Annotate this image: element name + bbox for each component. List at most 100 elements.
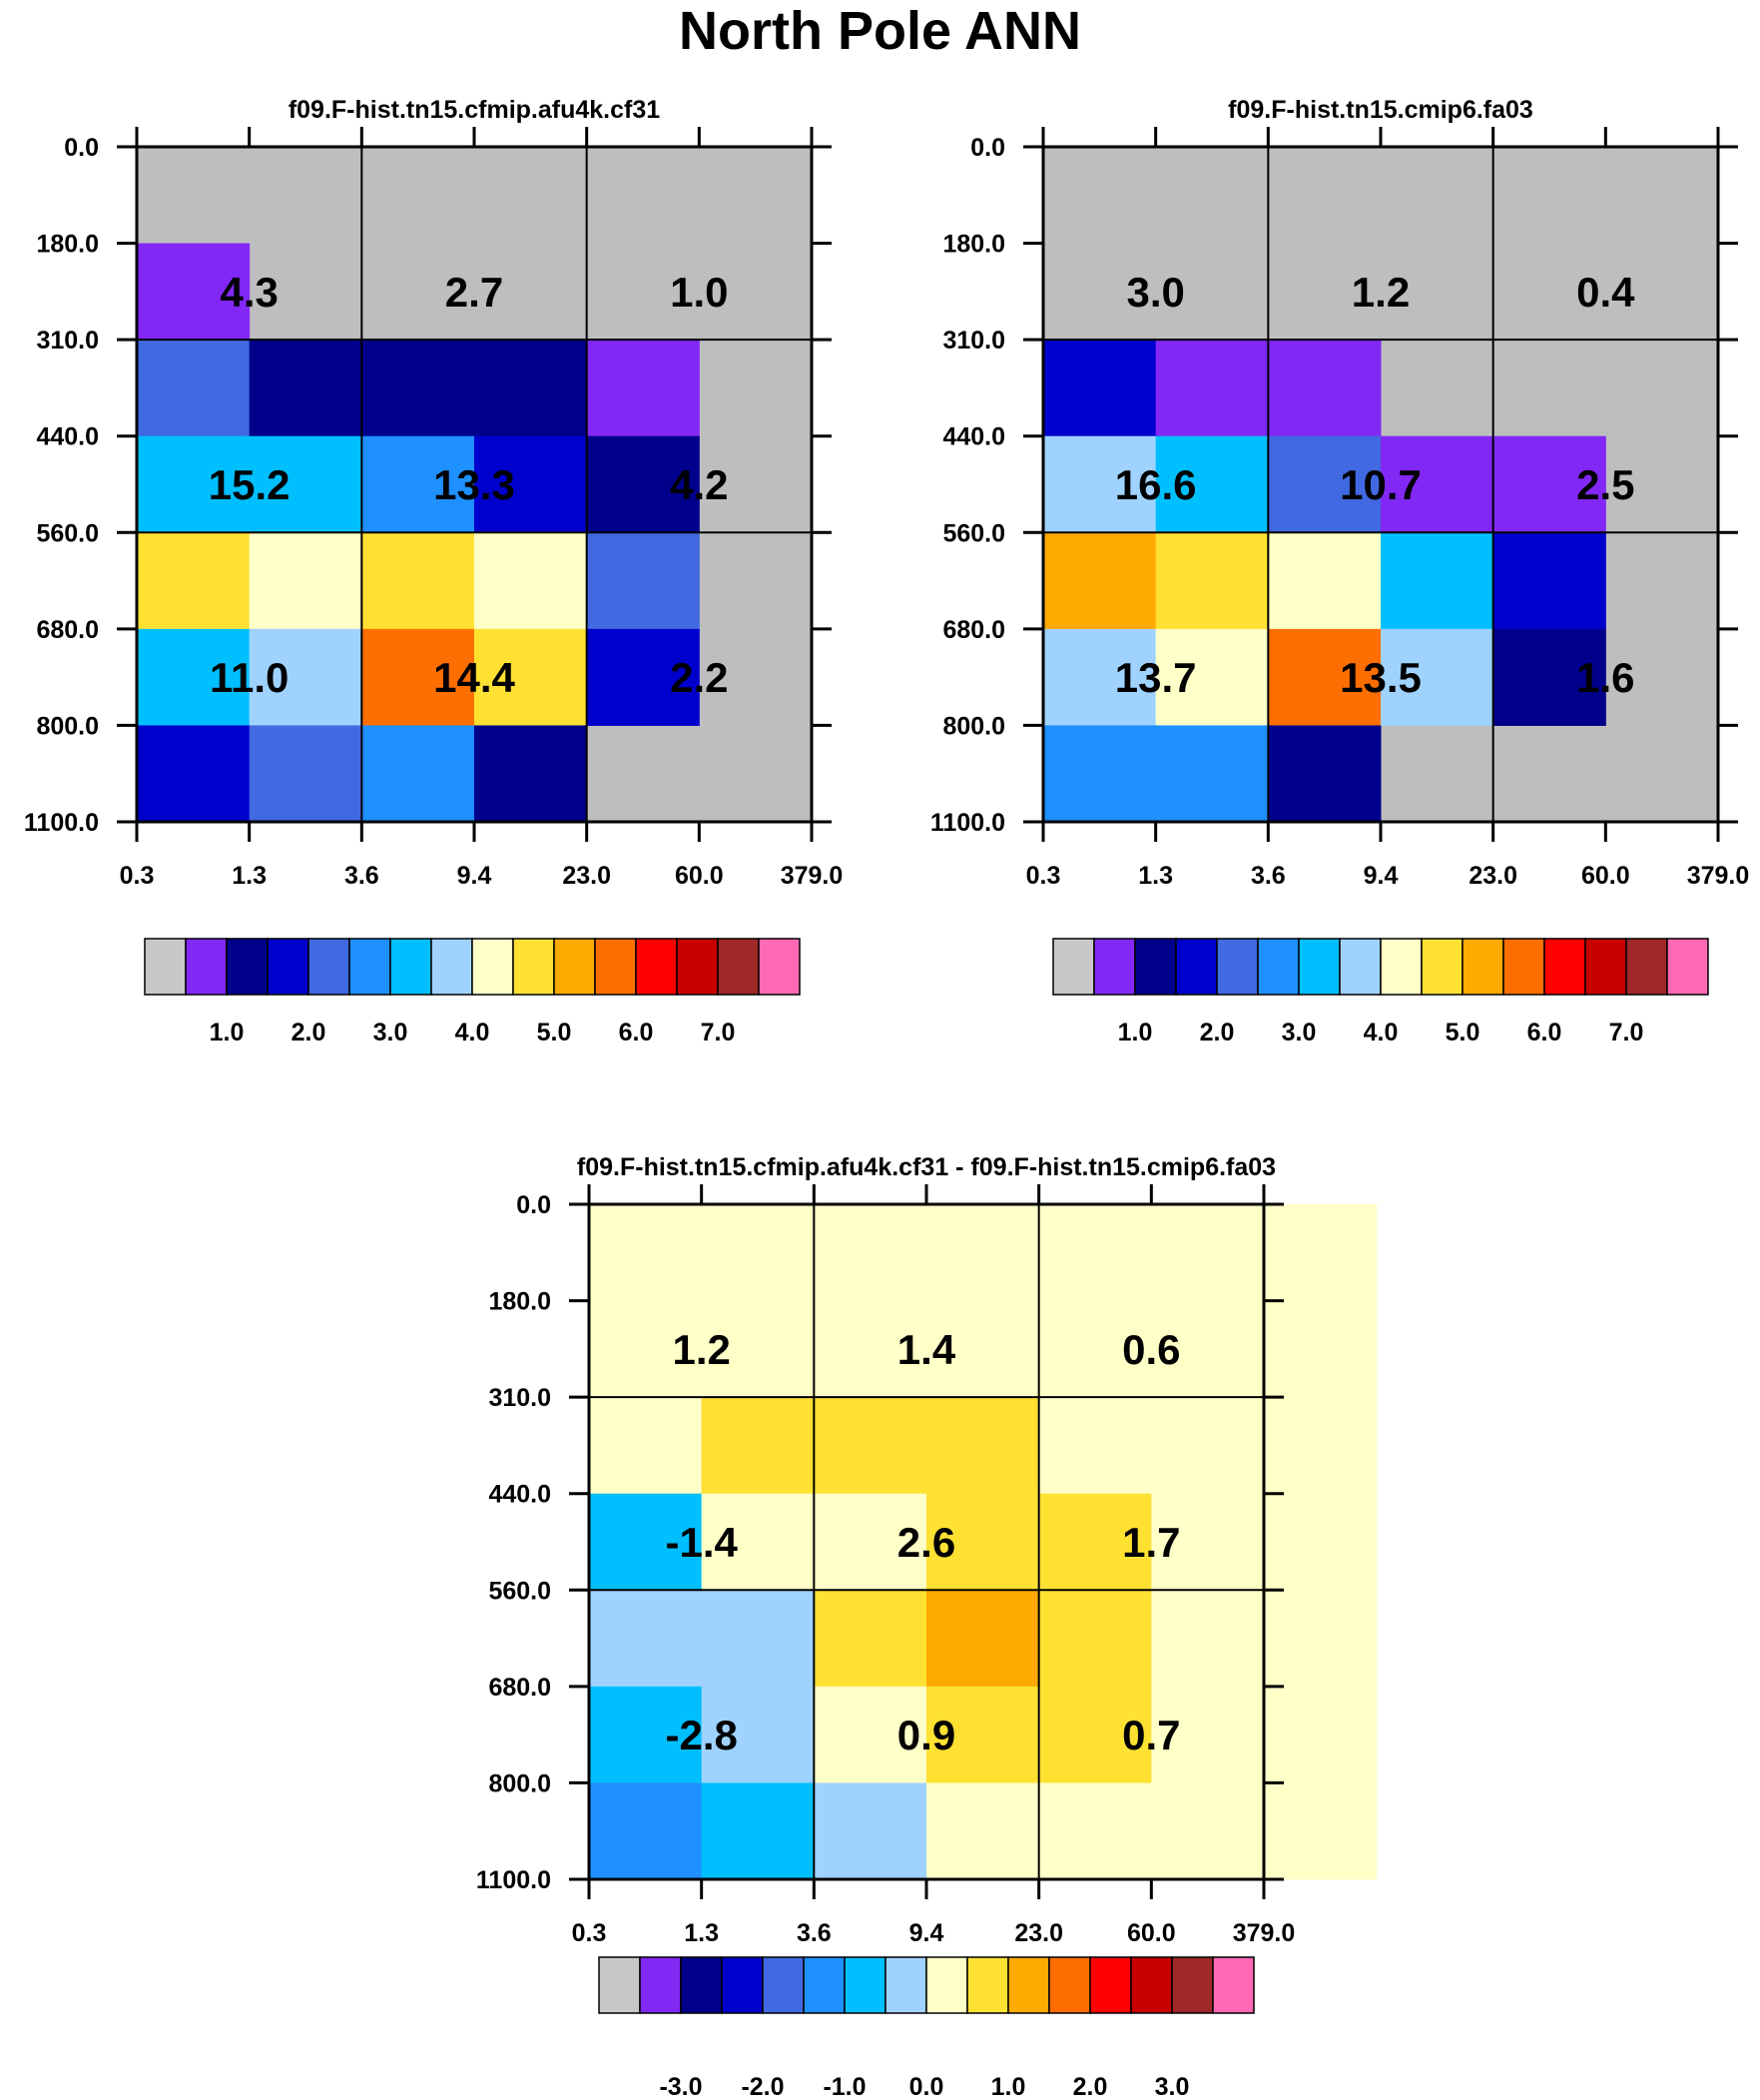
colorbar-swatch (267, 938, 309, 996)
y-tick-label: 180.0 (488, 1288, 551, 1316)
cell-value-label: 1.7 (1122, 1519, 1180, 1566)
colorbar-label: 1.0 (991, 2073, 1026, 2100)
y-tick-label: 680.0 (942, 616, 1005, 644)
x-tick-label: 1.3 (684, 1919, 719, 1947)
heatmap-cell (361, 435, 475, 533)
heatmap-cell (701, 1782, 815, 1880)
heatmap-cell (1038, 1204, 1152, 1302)
colorbar-swatch (762, 1956, 805, 2014)
panel-model-b: f09.F-hist.tn15.cmip6.fa03 0.3 1.3 3.6 9.4 23… (930, 96, 1749, 1047)
heatmap-cell (137, 628, 251, 726)
heatmap-cell (586, 532, 700, 630)
colorbar-label: 5.0 (1446, 1019, 1480, 1047)
heatmap-cell (1492, 628, 1606, 726)
x-tick-label: 9.4 (1364, 862, 1399, 890)
colorbar-swatch (680, 1956, 723, 2014)
heatmap-cell (1038, 1686, 1152, 1783)
y-tick-label: 440.0 (36, 423, 99, 451)
heatmap-cell (1151, 1204, 1265, 1302)
heatmap-cell (361, 532, 475, 630)
colorbar-swatch (1257, 938, 1300, 996)
colorbar-label: 5.0 (537, 1019, 572, 1047)
cell-value-label: 0.9 (897, 1712, 955, 1758)
heatmap-cell (814, 1204, 927, 1302)
colorbar-swatch (1584, 938, 1627, 996)
colorbar-label: 3.0 (373, 1019, 408, 1047)
cell-value-label: 0.7 (1122, 1712, 1180, 1758)
x-tick-label: 3.6 (344, 862, 379, 890)
cell-value-label: 0.6 (1122, 1326, 1180, 1373)
heatmap-cell (1268, 628, 1382, 726)
colorbar-swatch (348, 938, 391, 996)
colorbar-label: 2.0 (1200, 1019, 1235, 1047)
heatmap-cell (701, 1493, 815, 1591)
colorbar-swatch (635, 938, 678, 996)
heatmap-cell (701, 1590, 815, 1688)
heatmap-cell (1381, 435, 1494, 533)
heatmap-cell (1155, 628, 1269, 726)
colorbar-label: 3.0 (1155, 2073, 1190, 2100)
heatmap-cell (137, 243, 251, 341)
heatmap-cell (1264, 1397, 1378, 1495)
colorbar-label: 3.0 (1282, 1019, 1317, 1047)
figure-title: North Pole ANN (679, 1, 1081, 61)
heatmap-cell (814, 1300, 927, 1398)
heatmap-cell (1268, 532, 1382, 630)
colorbar-label: 7.0 (1609, 1019, 1644, 1047)
y-tick-label: 1100.0 (24, 809, 99, 837)
heatmap-cell (1038, 1590, 1152, 1688)
y-tick-label: 310.0 (942, 327, 1005, 354)
colorbar-swatch (1052, 938, 1095, 996)
heatmap-cell (589, 1493, 703, 1591)
colorbar-swatch (1625, 938, 1668, 996)
heatmap-cell (137, 340, 251, 437)
heatmap-cell (701, 1204, 815, 1302)
heatmap-cell (1381, 628, 1494, 726)
y-tick-label: 0.0 (64, 134, 99, 162)
heatmap-cell (249, 435, 362, 533)
colorbar-swatch (966, 1956, 1009, 2014)
heatmap-cell (1155, 725, 1269, 823)
panel-title: f09.F-hist.tn15.cmip6.fa03 (1228, 96, 1533, 124)
colorbar-swatch (1339, 938, 1382, 996)
heatmap-cell (1155, 532, 1269, 630)
x-tick-label: 1.3 (1138, 862, 1173, 890)
y-tick-label: 560.0 (942, 519, 1005, 547)
heatmap-cell (474, 532, 588, 630)
heatmap-cell (474, 628, 588, 726)
colorbar-swatch (389, 938, 432, 996)
x-tick-label: 379.0 (781, 862, 844, 890)
x-tick-label: 379.0 (1233, 1919, 1296, 1947)
cell-value-label: 11.0 (210, 654, 289, 701)
colorbar-swatch (639, 1956, 682, 2014)
cell-value-label: 13.5 (1340, 654, 1422, 701)
heatmap-cell (1264, 1300, 1378, 1398)
colorbar-swatch (1380, 938, 1423, 996)
y-tick-label: 0.0 (516, 1191, 551, 1219)
heatmap-cell (589, 1204, 703, 1302)
cell-value-label: 13.7 (1115, 654, 1197, 701)
heatmap-cell (1155, 435, 1269, 533)
heatmap-cell (249, 532, 362, 630)
heatmap-cell (701, 1300, 815, 1398)
cell-value-label: 10.7 (1340, 461, 1422, 508)
panel-title: f09.F-hist.tn15.cfmip.afu4k.cf31 - f09.F… (577, 1153, 1276, 1181)
cell-value-label: 2.6 (897, 1519, 955, 1566)
heatmap-cell (1038, 1782, 1152, 1880)
colorbar-swatch (1048, 1956, 1091, 2014)
y-tick-label: 800.0 (36, 712, 99, 740)
colorbar-label: 2.0 (292, 1019, 326, 1047)
heatmap-cell (1264, 1782, 1378, 1880)
colorbar-swatch (1216, 938, 1259, 996)
colorbar-swatch (512, 938, 555, 996)
heatmap-cell (137, 435, 251, 533)
cell-value-label: 2.5 (1576, 461, 1634, 508)
colorbar-swatch (1462, 938, 1504, 996)
heatmap-cell (1268, 725, 1382, 823)
colorbar-swatch (598, 1956, 641, 2014)
panel-title: f09.F-hist.tn15.cfmip.afu4k.cf31 (289, 96, 660, 124)
colorbar-label: 7.0 (701, 1019, 736, 1047)
cell-value-label: 2.7 (445, 269, 503, 316)
colorbar-swatch (226, 938, 269, 996)
heatmap-cell (1043, 628, 1157, 726)
